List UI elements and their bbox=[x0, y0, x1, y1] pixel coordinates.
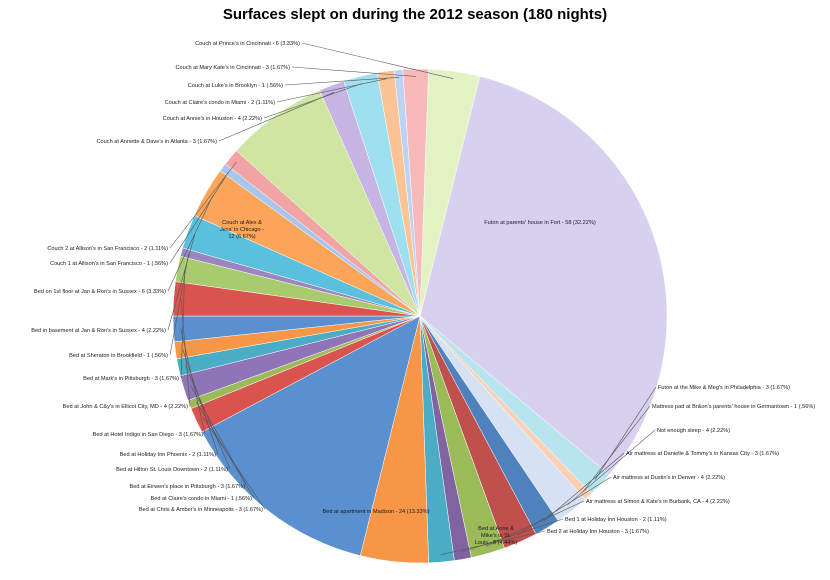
slice-label: Bed at Sheraton in Brookfield - 1 (.56%) bbox=[69, 353, 168, 359]
slice-label: Futon at parents' house in Fort - 58 (32… bbox=[484, 220, 596, 226]
slice-label: Bed at Mark's in Pittsburgh - 3 (1.67%) bbox=[83, 376, 179, 382]
slice-label: Bed on 1st floor at Jan & Ron's in Susse… bbox=[34, 289, 166, 295]
leader-line bbox=[567, 429, 656, 506]
slice-label: Bed at Claire's condo in Miami - 1 (.56%… bbox=[151, 496, 253, 502]
slice-label: Couch 2 at Allison's in San Francisco - … bbox=[47, 246, 168, 252]
leader-line bbox=[276, 78, 387, 103]
slice-label: Couch at Prince's in Cincinnati - 6 (3.3… bbox=[195, 41, 300, 47]
slice-label: Bed at John & C&y's in Ellicot City, MD … bbox=[63, 404, 188, 410]
slice-label: Couch at Annie's in Houston - 4 (2.22%) bbox=[163, 116, 262, 122]
slice-label: Not enough sleep - 4 (2.22%) bbox=[657, 428, 730, 434]
pie-slice bbox=[419, 68, 481, 317]
slice-label: Couch 1 at Allison's in San Francisco - … bbox=[50, 261, 168, 267]
leader-line bbox=[263, 83, 363, 119]
leader-line bbox=[583, 405, 651, 492]
slice-label: Bed at Chris & Amber's in Minneapolis - … bbox=[139, 507, 263, 513]
leader-line bbox=[461, 518, 564, 553]
leader-line bbox=[543, 452, 625, 522]
slice-label: Mattress pad at Br&on's parents' house i… bbox=[652, 404, 815, 410]
slice-label: Air mattress at Simon & Kate's in Burban… bbox=[586, 499, 730, 505]
slice-label: Couch at Mary Kate's in Cincinnati - 3 (… bbox=[175, 65, 290, 71]
slice-label: Bed at apartment in Madison - 24 (13.33%… bbox=[323, 509, 430, 515]
pie-slice bbox=[419, 76, 668, 476]
slice-label: Bed at Eirwen's place in Pittsburgh - 3 … bbox=[130, 484, 246, 490]
slice-label: Bed 1 at Holiday Inn Houston - 2 (1.11%) bbox=[565, 517, 667, 523]
leader-line bbox=[301, 42, 454, 79]
leader-line bbox=[167, 196, 213, 292]
leader-line bbox=[291, 66, 416, 77]
slice-label: Bed at Anne & Mike's in St. Louis - 8 (4.4… bbox=[475, 526, 518, 546]
leader-line bbox=[218, 92, 335, 142]
slice-label: Bed at Hotel Indigo in San Diego - 3 (1.… bbox=[93, 432, 204, 438]
slice-label: Couch at Annette & Dave's in Atlanta - 3… bbox=[97, 139, 218, 145]
leader-line bbox=[169, 161, 237, 249]
slice-label: Bed 2 at Holiday Inn Houston - 3 (1.67%) bbox=[547, 529, 649, 535]
leader-line bbox=[517, 476, 612, 536]
leader-line bbox=[169, 171, 229, 264]
slice-label: Air mattress at Danielle & Tommy's in Ka… bbox=[626, 451, 779, 457]
leader-line bbox=[182, 349, 219, 455]
leader-line bbox=[180, 299, 191, 407]
slice-label: Couch at Alex & Jess' in Chicago -12 (6.6… bbox=[220, 220, 264, 240]
leader-line bbox=[180, 270, 186, 379]
slice-label: Air mattress at Dustin's in Denver - 4 (… bbox=[613, 475, 725, 481]
leader-line bbox=[594, 386, 657, 480]
leader-line bbox=[169, 253, 189, 356]
leader-line bbox=[167, 234, 196, 331]
slice-label: Bed in basement at Jan & Ron's in Sussex… bbox=[31, 328, 166, 334]
pie-slice bbox=[201, 315, 421, 556]
slice-label: Bed at Hilton St. Louis Downtown - 2 (1.… bbox=[116, 467, 228, 473]
slice-label: Bed at Holiday Inn Phoenix - 2 (1.11%) bbox=[120, 452, 216, 458]
slice-label: Couch at Claire's condo in Miami - 2 (1.… bbox=[165, 100, 276, 106]
leader-line bbox=[190, 385, 248, 487]
leader-line bbox=[440, 530, 546, 555]
leader-line bbox=[284, 77, 400, 86]
slice-label: Couch at Luke's in Brooklyn - 1 (.56%) bbox=[188, 83, 283, 89]
slice-label: Futon at the Mike & Meg's in Philadelphi… bbox=[658, 385, 790, 391]
chart-title: Surfaces slept on during the 2012 season… bbox=[222, 6, 608, 23]
